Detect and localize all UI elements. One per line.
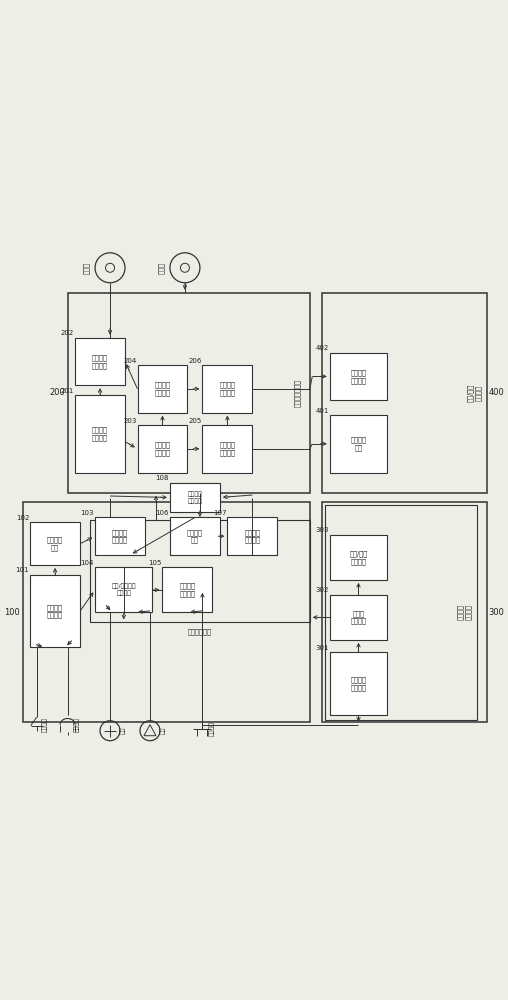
Bar [90, 520, 310, 622]
Text: 稳弧电路
单元: 稳弧电路 单元 [351, 437, 366, 451]
Text: 输入整流
滤波单元: 输入整流 滤波单元 [47, 604, 63, 618]
Text: 输出正: 输出正 [83, 262, 89, 274]
Bar [202, 425, 252, 473]
Bar [95, 567, 152, 612]
Bar [170, 517, 220, 555]
Text: 103: 103 [81, 510, 94, 516]
Text: 气阀/高频控制
电路单元: 气阀/高频控制 电路单元 [111, 584, 136, 596]
Bar [322, 293, 487, 493]
Text: 202: 202 [61, 330, 74, 336]
Text: 尖峰电压
箝位单元: 尖峰电压 箝位单元 [154, 442, 171, 456]
Text: 主板电路模块: 主板电路模块 [188, 628, 212, 635]
Text: 301: 301 [315, 645, 329, 651]
Bar [138, 365, 187, 413]
Text: 203: 203 [123, 418, 137, 424]
Bar [330, 535, 387, 580]
Bar [75, 338, 125, 385]
Text: 辅助电源
单元: 辅助电源 单元 [47, 537, 63, 551]
Text: 显示/按键
电路单元: 显示/按键 电路单元 [350, 550, 368, 565]
Text: 101: 101 [16, 567, 29, 573]
Text: 201: 201 [60, 388, 74, 394]
Text: 电源开关: 电源开关 [42, 717, 47, 732]
Text: 206: 206 [188, 358, 202, 364]
Bar [330, 595, 387, 640]
Bar [330, 652, 387, 715]
Text: 微电脑
控制单元: 微电脑 控制单元 [351, 610, 366, 624]
Bar [202, 365, 252, 413]
Text: 204: 204 [123, 358, 137, 364]
Text: 一次逆变
开关单元: 一次逆变 开关单元 [112, 529, 128, 543]
Text: 电源插头: 电源插头 [74, 717, 79, 732]
Text: 气阀: 气阀 [160, 727, 165, 734]
Bar [30, 575, 80, 647]
Text: 焊枪开关
控制单元: 焊枪开关 控制单元 [179, 583, 196, 597]
Text: 400: 400 [489, 388, 504, 397]
Text: 二次逆变
开关单元: 二次逆变 开关单元 [92, 354, 108, 369]
Text: 303: 303 [315, 527, 329, 533]
Bar [95, 517, 145, 555]
Bar [75, 395, 125, 473]
Text: 一次逆变
控制单元: 一次逆变 控制单元 [244, 529, 261, 543]
Text: 302: 302 [315, 587, 329, 593]
Text: 输出板电路模块: 输出板电路模块 [294, 379, 301, 407]
Bar [228, 517, 277, 555]
Text: 102: 102 [16, 515, 29, 521]
Text: 104: 104 [81, 560, 94, 566]
Bar [138, 425, 187, 473]
Text: 二次逆变
驱动单元: 二次逆变 驱动单元 [154, 382, 171, 396]
Text: 402: 402 [315, 345, 329, 351]
Text: 焊枪开关: 焊枪开关 [210, 721, 215, 736]
Text: 100: 100 [5, 608, 20, 617]
Text: 变压整流
滤波单元: 变压整流 滤波单元 [92, 427, 108, 441]
Bar [322, 502, 487, 722]
Bar [68, 293, 310, 493]
Bar [170, 483, 220, 512]
Text: 107: 107 [213, 510, 227, 516]
Text: 高频耦合
电路单元: 高频耦合 电路单元 [219, 382, 235, 396]
Text: 200: 200 [49, 388, 65, 397]
Text: 105: 105 [148, 560, 162, 566]
Text: 108: 108 [155, 475, 169, 481]
Bar [23, 502, 310, 722]
Text: 300: 300 [489, 608, 504, 617]
Text: 引弧/维弧
电路模块: 引弧/维弧 电路模块 [467, 384, 482, 402]
Text: 一次逆变
驱动单元: 一次逆变 驱动单元 [187, 491, 202, 504]
Bar [30, 522, 80, 565]
Text: 401: 401 [315, 408, 329, 414]
Text: 风阀: 风阀 [120, 727, 125, 734]
Bar [330, 353, 387, 400]
Text: 保护电路
单元: 保护电路 单元 [187, 529, 203, 543]
Text: 205: 205 [188, 418, 202, 424]
Text: 增压引弧
电路单元: 增压引弧 电路单元 [219, 442, 235, 456]
Text: 面板控制
电路模块: 面板控制 电路模块 [458, 604, 472, 620]
Bar [163, 567, 212, 612]
Text: 106: 106 [155, 510, 169, 516]
Text: 信号处理
电路单元: 信号处理 电路单元 [351, 676, 366, 691]
Text: 高频引弧
电路单元: 高频引弧 电路单元 [351, 369, 366, 384]
Bar [325, 505, 477, 720]
Text: 输出负: 输出负 [157, 262, 164, 274]
Bar [330, 415, 387, 473]
